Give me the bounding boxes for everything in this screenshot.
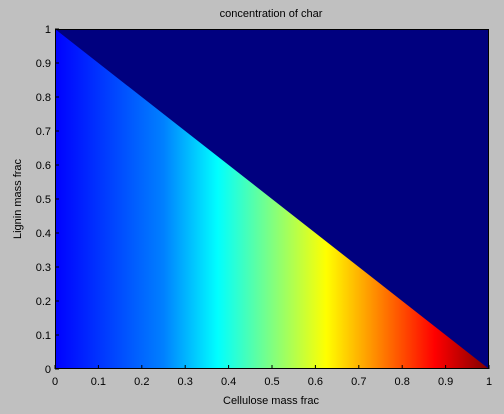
y-axis-ticks: 0 0.1 0.2 0.3 0.4 0.5 0.6 0.7 0.8 0.9 1 xyxy=(36,24,59,376)
y-tick-label: 0.6 xyxy=(36,160,51,172)
x-tick-label: 0 xyxy=(52,376,58,388)
y-tick-label: 0.8 xyxy=(36,92,51,104)
y-tick-label: 0.4 xyxy=(36,228,51,240)
x-axis-label: Cellulose mass frac xyxy=(223,395,319,407)
y-tick-label: 0.7 xyxy=(36,126,51,138)
x-tick-label: 0.3 xyxy=(178,376,193,388)
x-tick-label: 0.1 xyxy=(91,376,106,388)
x-tick-label: 0.4 xyxy=(221,376,236,388)
plot-area xyxy=(55,29,489,369)
x-tick-label: 0.9 xyxy=(438,376,453,388)
x-tick-label: 0.7 xyxy=(351,376,366,388)
concentration-heatmap-region xyxy=(55,29,489,369)
x-tick-label: 0.6 xyxy=(308,376,323,388)
y-tick-label: 0.9 xyxy=(36,58,51,70)
y-tick-label: 0.5 xyxy=(36,194,51,206)
y-tick-label: 0 xyxy=(45,364,51,376)
x-tick-label: 0.8 xyxy=(395,376,410,388)
y-tick-label: 0.1 xyxy=(36,330,51,342)
chart-title: concentration of char xyxy=(220,8,323,20)
y-tick-label: 0.2 xyxy=(36,296,51,308)
y-tick-label: 1 xyxy=(45,24,51,36)
x-tick-label: 1 xyxy=(486,376,492,388)
y-axis-label: Lignin mass frac xyxy=(12,158,24,239)
y-tick-label: 0.3 xyxy=(36,262,51,274)
x-tick-label: 0.2 xyxy=(134,376,149,388)
x-tick-label: 0.5 xyxy=(264,376,279,388)
x-axis-ticks: 0 0.1 0.2 0.3 0.4 0.5 0.6 0.7 0.8 0.9 1 xyxy=(52,365,492,388)
